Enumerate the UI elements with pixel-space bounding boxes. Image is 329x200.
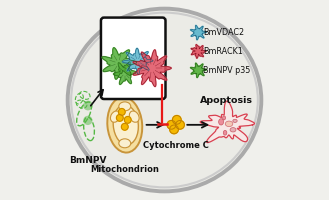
- Polygon shape: [102, 48, 137, 79]
- Polygon shape: [200, 101, 255, 143]
- Ellipse shape: [68, 9, 261, 191]
- Ellipse shape: [233, 119, 237, 122]
- Ellipse shape: [219, 119, 224, 125]
- Ellipse shape: [230, 128, 236, 132]
- Ellipse shape: [119, 139, 131, 148]
- Ellipse shape: [223, 116, 226, 120]
- Ellipse shape: [107, 97, 142, 153]
- Circle shape: [116, 114, 123, 121]
- Ellipse shape: [225, 121, 233, 127]
- Text: Cytochrome C: Cytochrome C: [143, 141, 209, 150]
- Circle shape: [124, 116, 131, 123]
- Circle shape: [118, 109, 125, 115]
- Ellipse shape: [83, 116, 92, 125]
- Polygon shape: [122, 48, 153, 74]
- Polygon shape: [191, 45, 206, 58]
- Polygon shape: [190, 25, 207, 40]
- Polygon shape: [190, 63, 207, 78]
- Ellipse shape: [113, 105, 139, 145]
- Ellipse shape: [129, 111, 139, 122]
- Ellipse shape: [119, 102, 131, 111]
- Text: BmNPV: BmNPV: [69, 156, 107, 165]
- Ellipse shape: [83, 101, 93, 110]
- Ellipse shape: [223, 130, 227, 135]
- Text: Mitochondrion: Mitochondrion: [90, 165, 159, 174]
- Text: BmRACK1: BmRACK1: [203, 47, 243, 56]
- Circle shape: [172, 115, 181, 124]
- Text: Apoptosis: Apoptosis: [200, 96, 253, 105]
- Ellipse shape: [111, 111, 120, 122]
- Polygon shape: [114, 62, 136, 84]
- Circle shape: [170, 125, 178, 134]
- Text: BmVDAC2: BmVDAC2: [203, 28, 244, 37]
- FancyBboxPatch shape: [101, 18, 165, 99]
- Circle shape: [167, 120, 176, 129]
- Circle shape: [176, 120, 184, 129]
- Polygon shape: [133, 50, 171, 87]
- Text: BmNPV p35: BmNPV p35: [203, 66, 251, 75]
- Circle shape: [121, 123, 128, 130]
